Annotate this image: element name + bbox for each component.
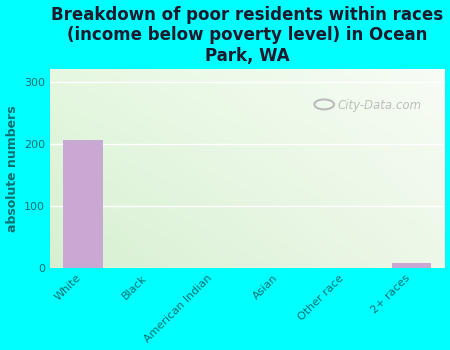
Bar	[392, 263, 431, 268]
Text: City-Data.com: City-Data.com	[338, 99, 422, 112]
Y-axis label: absolute numbers: absolute numbers	[5, 105, 18, 232]
Title: Breakdown of poor residents within races
(income below poverty level) in Ocean
P: Breakdown of poor residents within races…	[51, 6, 443, 65]
Bar	[63, 140, 103, 268]
